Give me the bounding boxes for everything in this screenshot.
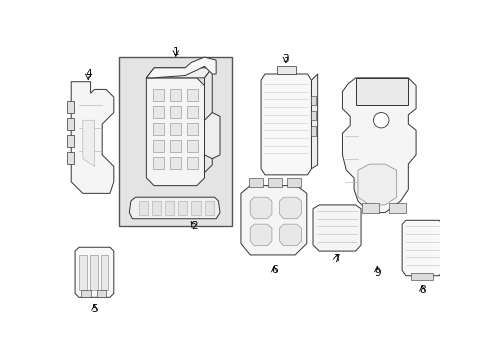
Polygon shape: [355, 78, 407, 105]
Polygon shape: [261, 74, 311, 175]
Polygon shape: [82, 120, 94, 166]
Polygon shape: [312, 205, 360, 251]
Polygon shape: [279, 197, 301, 219]
Bar: [361, 203, 378, 213]
Bar: [67, 118, 73, 130]
Text: 5: 5: [91, 304, 98, 314]
Bar: [186, 123, 198, 135]
Polygon shape: [342, 78, 415, 213]
Bar: [169, 157, 181, 169]
Polygon shape: [250, 197, 271, 219]
Bar: [79, 255, 86, 289]
Bar: [410, 273, 432, 280]
Bar: [67, 135, 73, 147]
Bar: [204, 201, 213, 215]
Bar: [169, 123, 181, 135]
Bar: [287, 178, 301, 187]
Text: 3: 3: [282, 54, 288, 64]
Bar: [164, 201, 174, 215]
Text: 9: 9: [373, 267, 380, 278]
Polygon shape: [311, 74, 317, 169]
Bar: [67, 101, 73, 113]
Circle shape: [373, 112, 388, 128]
Bar: [169, 89, 181, 101]
Polygon shape: [241, 186, 306, 255]
Bar: [276, 66, 295, 74]
Polygon shape: [279, 224, 301, 246]
Polygon shape: [442, 224, 446, 270]
Bar: [90, 255, 97, 289]
Bar: [388, 203, 405, 213]
Bar: [152, 89, 164, 101]
Bar: [178, 201, 187, 215]
Polygon shape: [146, 68, 212, 78]
Bar: [152, 140, 164, 152]
Polygon shape: [204, 68, 212, 172]
Bar: [248, 178, 262, 187]
Text: 1: 1: [172, 48, 179, 58]
Polygon shape: [75, 247, 114, 297]
Bar: [138, 201, 148, 215]
Text: 8: 8: [418, 285, 425, 294]
Bar: [186, 89, 198, 101]
Bar: [311, 126, 315, 136]
Text: 7: 7: [332, 254, 339, 264]
Bar: [186, 140, 198, 152]
Bar: [186, 157, 198, 169]
Bar: [81, 289, 90, 297]
Polygon shape: [146, 78, 204, 186]
Bar: [186, 106, 198, 118]
Bar: [267, 178, 282, 187]
Polygon shape: [401, 220, 442, 276]
Text: 4: 4: [85, 69, 91, 79]
Bar: [152, 106, 164, 118]
Bar: [67, 152, 73, 164]
Bar: [101, 255, 108, 289]
Polygon shape: [129, 197, 220, 219]
Text: 2: 2: [191, 221, 197, 231]
Bar: [311, 111, 315, 120]
Bar: [119, 57, 231, 226]
Bar: [169, 106, 181, 118]
Bar: [191, 201, 200, 215]
Polygon shape: [204, 112, 220, 159]
Text: 6: 6: [270, 265, 277, 275]
Polygon shape: [146, 57, 216, 78]
Polygon shape: [71, 82, 114, 193]
Bar: [151, 201, 161, 215]
Bar: [152, 157, 164, 169]
Polygon shape: [250, 224, 271, 246]
Bar: [169, 140, 181, 152]
Bar: [152, 123, 164, 135]
Polygon shape: [357, 164, 396, 205]
Bar: [311, 95, 315, 105]
Bar: [97, 289, 106, 297]
